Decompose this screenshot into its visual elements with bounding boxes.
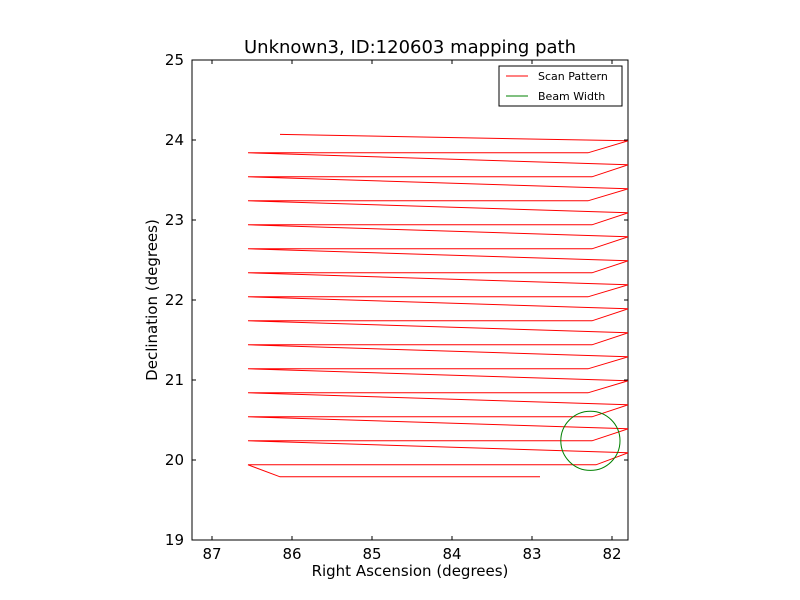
y-tick-label: 20 [165,451,184,469]
x-tick-label: 82 [602,545,621,563]
y-axis-label: Declination (degrees) [143,219,161,381]
x-tick-label: 85 [362,545,381,563]
x-axis-label: Right Ascension (degrees) [312,562,509,580]
y-tick-label: 19 [165,531,184,549]
legend-label-beam-width: Beam Width [538,90,605,103]
y-tick-label: 22 [165,291,184,309]
x-tick-label: 86 [282,545,301,563]
chart-title: Unknown3, ID:120603 mapping path [244,37,576,58]
x-tick-label: 83 [522,545,541,563]
axis-ticks: 87 86 85 84 83 82 19 20 21 22 23 24 25 [165,51,628,563]
legend-box [498,65,623,107]
scan-pattern-line [247,133,628,478]
y-tick-label: 21 [165,371,184,389]
y-tick-label: 23 [165,211,184,229]
y-tick-label: 25 [165,51,184,69]
x-tick-label: 87 [202,545,221,563]
legend: Scan Pattern Beam Width [498,65,623,107]
y-tick-label: 24 [165,131,184,149]
beam-width-circle [560,410,621,471]
legend-label-scan-pattern: Scan Pattern [538,70,608,83]
x-tick-label: 84 [442,545,461,563]
plot-data-group [247,133,628,478]
